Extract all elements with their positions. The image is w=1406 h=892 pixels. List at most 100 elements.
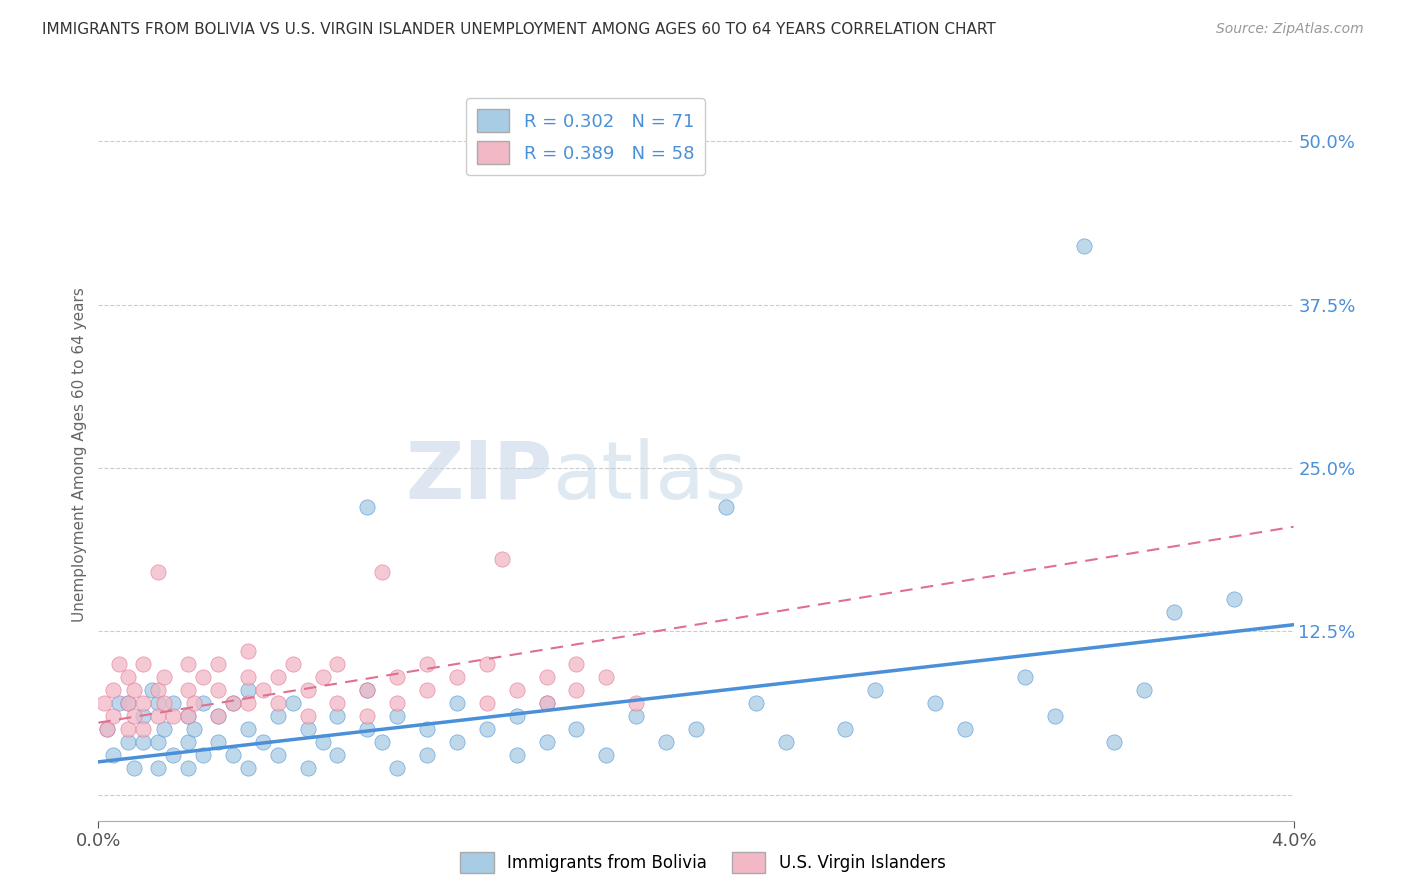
Point [252, 683, 274, 698]
Point [267, 709, 290, 723]
Point [714, 500, 737, 515]
Point [356, 723, 378, 737]
Y-axis label: Unemployment Among Ages 60 to 64 years: Unemployment Among Ages 60 to 64 years [72, 287, 87, 623]
Point [326, 696, 349, 710]
Point [655, 735, 678, 749]
Text: ZIP: ZIP [405, 438, 553, 516]
Point [148, 683, 170, 698]
Point [326, 657, 349, 671]
Point [222, 696, 245, 710]
Point [132, 696, 155, 710]
Point [177, 735, 200, 749]
Point [141, 683, 163, 698]
Point [236, 670, 259, 684]
Point [183, 696, 205, 710]
Point [1104, 735, 1126, 749]
Point [326, 748, 349, 763]
Point [506, 683, 529, 698]
Point [207, 709, 229, 723]
Point [506, 709, 529, 723]
Point [191, 748, 214, 763]
Legend: Immigrants from Bolivia, U.S. Virgin Islanders: Immigrants from Bolivia, U.S. Virgin Isl… [454, 846, 952, 880]
Point [536, 696, 558, 710]
Point [236, 644, 259, 658]
Point [236, 696, 259, 710]
Point [834, 723, 856, 737]
Point [117, 696, 139, 710]
Point [124, 709, 146, 723]
Point [446, 696, 468, 710]
Point [297, 709, 319, 723]
Point [281, 657, 304, 671]
Point [267, 748, 290, 763]
Point [297, 723, 319, 737]
Point [1163, 605, 1185, 619]
Point [356, 683, 378, 698]
Point [267, 696, 290, 710]
Point [117, 723, 139, 737]
Point [416, 683, 439, 698]
Point [177, 761, 200, 775]
Point [1043, 709, 1066, 723]
Point [1223, 591, 1246, 606]
Point [595, 748, 617, 763]
Point [865, 683, 887, 698]
Point [446, 670, 468, 684]
Point [1073, 239, 1095, 253]
Point [385, 670, 409, 684]
Point [148, 709, 170, 723]
Point [595, 670, 617, 684]
Point [162, 696, 184, 710]
Point [222, 748, 245, 763]
Point [117, 696, 139, 710]
Point [385, 761, 409, 775]
Point [416, 723, 439, 737]
Point [132, 657, 155, 671]
Point [207, 709, 229, 723]
Point [132, 723, 155, 737]
Point [506, 748, 529, 763]
Point [685, 723, 707, 737]
Point [267, 670, 290, 684]
Point [132, 735, 155, 749]
Text: Source: ZipAtlas.com: Source: ZipAtlas.com [1216, 22, 1364, 37]
Point [475, 723, 498, 737]
Point [252, 735, 274, 749]
Point [356, 709, 378, 723]
Point [356, 683, 378, 698]
Point [177, 709, 200, 723]
Point [385, 709, 409, 723]
Point [565, 683, 588, 698]
Point [626, 696, 648, 710]
Point [207, 683, 229, 698]
Point [311, 735, 333, 749]
Point [775, 735, 797, 749]
Point [177, 657, 200, 671]
Point [153, 696, 176, 710]
Point [162, 709, 184, 723]
Point [311, 670, 333, 684]
Point [108, 657, 131, 671]
Point [475, 657, 498, 671]
Point [96, 723, 118, 737]
Point [297, 683, 319, 698]
Point [148, 696, 170, 710]
Point [626, 709, 648, 723]
Point [191, 696, 214, 710]
Point [536, 696, 558, 710]
Point [565, 657, 588, 671]
Point [191, 670, 214, 684]
Point [103, 709, 125, 723]
Point [96, 723, 118, 737]
Point [385, 696, 409, 710]
Point [371, 735, 394, 749]
Point [536, 670, 558, 684]
Point [222, 696, 245, 710]
Point [103, 748, 125, 763]
Point [153, 670, 176, 684]
Point [356, 500, 378, 515]
Point [108, 696, 131, 710]
Point [162, 748, 184, 763]
Text: atlas: atlas [553, 438, 747, 516]
Point [177, 683, 200, 698]
